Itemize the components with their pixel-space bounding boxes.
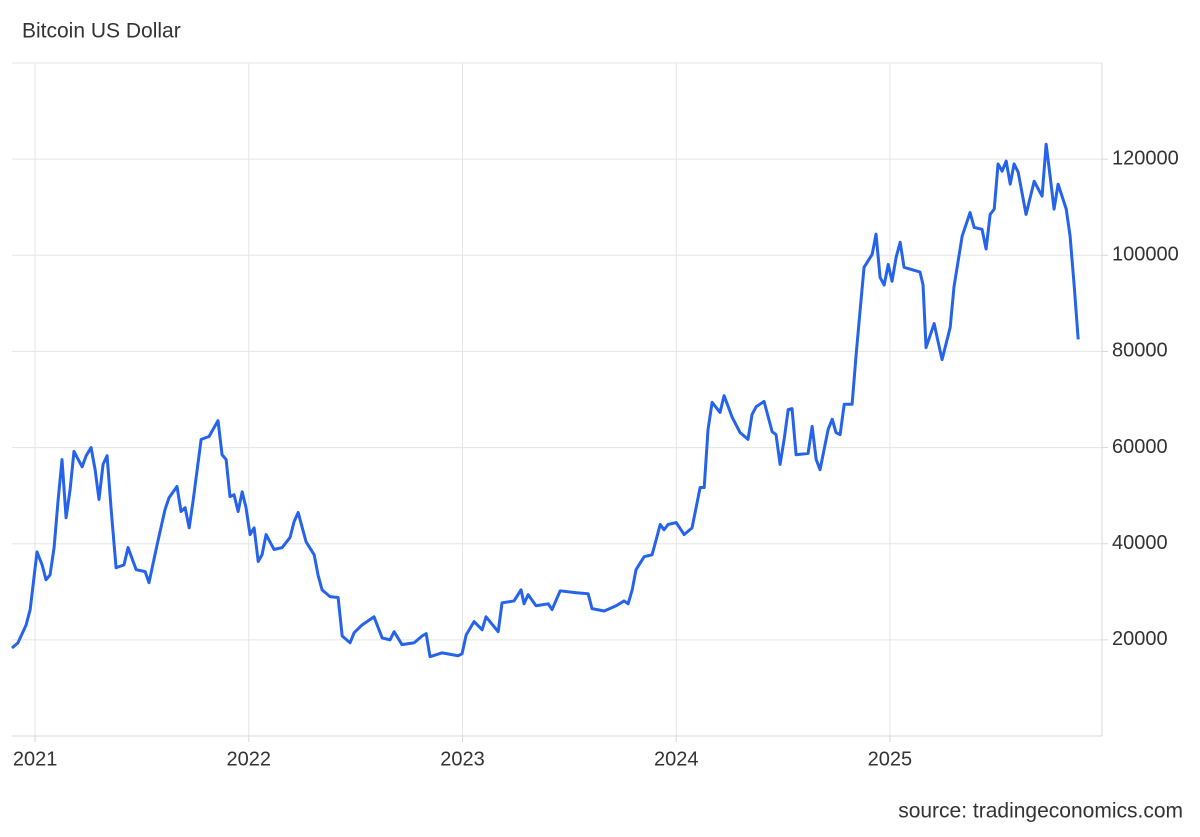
y-tick-label: 120000 (1112, 147, 1179, 169)
x-tick-label: 2024 (654, 748, 699, 770)
y-tick-label: 40000 (1112, 532, 1168, 554)
x-tick-label: 2023 (440, 748, 485, 770)
y-tick-label: 20000 (1112, 628, 1168, 650)
x-tick-label: 2022 (227, 748, 272, 770)
grid: 20000 40000 60000 80000 100000 120000 2021 2022… (12, 63, 1179, 770)
y-tick-label: 100000 (1112, 244, 1179, 266)
price-line (11, 142, 1080, 659)
y-tick-label: 80000 (1112, 340, 1168, 362)
source-note: source: tradingeconomics.com (898, 800, 1183, 823)
y-tick-label: 60000 (1112, 436, 1168, 458)
chart-title: Bitcoin US Dollar (22, 20, 181, 43)
x-tick-label: 2025 (868, 748, 913, 770)
marks (11, 142, 1080, 659)
x-tick-label: 2021 (13, 748, 58, 770)
